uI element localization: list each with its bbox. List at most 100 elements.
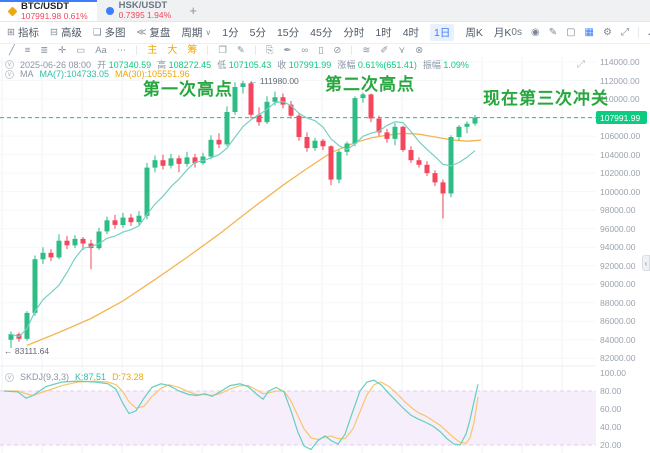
candle-body [384, 132, 390, 139]
image-icon[interactable]: ▦ [584, 27, 594, 38]
collapse-icon[interactable]: ∨ [5, 60, 14, 69]
fullscreen-icon[interactable]: ⤢ [620, 27, 629, 38]
candle-body [72, 238, 78, 246]
draw-tool[interactable]: ≋ [362, 44, 371, 56]
candlestick-chart[interactable]: ← 111980.00 ← 83111.64 [0, 57, 596, 453]
candle-body [288, 104, 294, 116]
draw-tool[interactable]: 大 [167, 44, 178, 56]
candle-body [464, 123, 470, 127]
drawing-toolbar: ╱ ≡ ≣ ✛ ▭ Aa ⋯ 主大筹 ❐ ✎ ⎘ ✒ ∞ ▯ ⊘ ≋ ✐ ⋎ ⊗ [0, 44, 650, 57]
candle-body [344, 143, 350, 152]
chart-area: ← 111980.00 ← 83111.64 114000.00 112000.00… [0, 57, 650, 453]
toolbar-item-复盘[interactable]: ≪ 复盘 [136, 25, 170, 40]
draw-tool[interactable]: ⋯ [116, 44, 127, 56]
candle-body [80, 238, 86, 244]
draw-tool[interactable]: ❐ [218, 44, 227, 56]
period-5分[interactable]: 5分 [249, 27, 266, 39]
axis-resize-handle[interactable]: ‹ [642, 255, 650, 271]
draw-tool[interactable]: ▭ [76, 44, 86, 56]
candle-body [256, 114, 262, 123]
draw-tool[interactable]: ╱ [9, 44, 15, 56]
pencil-icon[interactable]: ✎ [548, 27, 558, 38]
period-周K[interactable]: 周K [465, 27, 483, 39]
draw-tool[interactable]: ∞ [301, 44, 309, 56]
chart-annotation: 第一次高点 [143, 80, 233, 99]
draw-tool[interactable]: ⊗ [415, 44, 424, 56]
high-price-marker: ← 111980.00 [249, 76, 299, 86]
cloud-icon: ☁ [647, 27, 650, 38]
tab-btc-usdt[interactable]: BTC/USDT 107991.98 0.61% [0, 0, 97, 21]
pane-expand-icon[interactable]: ⤢ [577, 59, 585, 70]
camera-icon[interactable]: ◉ [530, 27, 540, 38]
period-4时[interactable]: 4时 [402, 27, 420, 39]
draw-tool[interactable]: ✐ [380, 44, 389, 56]
ma7-line [10, 100, 476, 338]
ohlc-item: 收 107991.99 [277, 60, 332, 70]
indicator-icon: ⊞ [7, 27, 15, 38]
chart-annotation: 第二次高点 [325, 75, 415, 94]
price-axis[interactable]: 114000.00112000.00110000.00108000.001060… [596, 57, 650, 453]
candle-body [424, 164, 430, 174]
period-1时[interactable]: 1时 [375, 27, 392, 39]
period-15分[interactable]: 15分 [276, 27, 300, 39]
kdj-axis-label: 60.00 [600, 404, 622, 414]
tab-hsk-usdt[interactable]: HSK/USDT 0.7395 1.94% [97, 0, 180, 21]
period-月K[interactable]: 月K [493, 27, 512, 39]
low-price-marker: ← 83111.64 [4, 346, 49, 356]
price-axis-label: 110000.00 [600, 94, 640, 104]
frame-icon[interactable]: ▢ [566, 27, 576, 38]
toolbar-item-指标[interactable]: ⊞ 指标 [7, 25, 39, 40]
draw-tool[interactable]: ✎ [236, 44, 245, 56]
candle-body [232, 87, 238, 112]
kdj-value: D:73.28 [112, 372, 144, 382]
collapse-icon[interactable]: ∨ [5, 69, 14, 79]
candle-body [216, 139, 222, 145]
advanced-icon: ⊟ [49, 27, 58, 38]
price-value: 107991.98 [21, 11, 62, 22]
period-1分[interactable]: 1分 [222, 27, 239, 39]
toolbar-item-label: 高级 [60, 27, 82, 39]
draw-tool[interactable]: ⊘ [333, 44, 342, 56]
candle-body [168, 158, 174, 166]
candle-body [120, 217, 126, 225]
price-axis-label: 104000.00 [600, 150, 641, 160]
pair-name: BTC/USDT [21, 1, 70, 13]
draw-tool[interactable]: ✛ [58, 44, 67, 56]
toolbar-item-label: 多图 [104, 27, 126, 39]
toolbar-left: ⊞ 指标 ⊟ 高级 ❏ 多图 ≪ 复盘 周期 ∨ 1分 5分 15分 45分 分时 1时 4时 1日 周K 月K [7, 24, 511, 41]
draw-tool[interactable]: ≣ [40, 44, 49, 56]
draw-tool[interactable]: ✒ [283, 44, 292, 56]
collapse-icon[interactable]: ∨ [5, 372, 14, 382]
draw-tool[interactable]: ▯ [318, 44, 324, 56]
draw-tool[interactable]: 主 [147, 44, 158, 56]
period-menu-label: 周期 [181, 27, 203, 39]
draw-tool[interactable]: 筹 [187, 44, 198, 56]
period-分时[interactable]: 分时 [343, 27, 365, 39]
draw-tool[interactable]: ⎘ [265, 44, 274, 56]
ma-value: MA(30):105551.96 [115, 69, 190, 79]
draw-tool[interactable]: ⋎ [398, 44, 406, 56]
candle-body [104, 220, 110, 232]
pair-name: HSK/USDT [118, 0, 168, 12]
pair-tabbar: BTC/USDT 107991.98 0.61% HSK/USDT 0.7395… [0, 0, 650, 22]
period-45分[interactable]: 45分 [310, 27, 333, 39]
period-1日[interactable]: 1日 [430, 24, 455, 41]
price-axis-label: 88000.00 [600, 298, 636, 308]
toolbar-item-高级[interactable]: ⊟ 高级 [50, 25, 82, 40]
candle-body [360, 94, 366, 99]
ohlc-item: 振幅 1.09% [422, 60, 469, 70]
period-menu[interactable]: 周期 ∨ [181, 25, 211, 40]
candle-body [64, 240, 70, 246]
price-axis-label: 86000.00 [600, 316, 636, 326]
add-pair-button[interactable]: + [189, 3, 197, 18]
kdj-overbought-oversold-band [0, 391, 596, 445]
draw-tool[interactable]: Aa [95, 44, 107, 56]
draw-tool[interactable]: ≡ [24, 44, 31, 56]
kdj-d-line [4, 380, 479, 444]
kdj-axis-label: 100.00 [600, 368, 626, 378]
candle-body [440, 182, 446, 194]
gear-icon[interactable]: ⚙ [603, 27, 612, 38]
candle-body [400, 126, 406, 150]
toolbar-item-多图[interactable]: ❏ 多图 [93, 25, 126, 40]
ohlc-item: 低 107105.43 [217, 60, 272, 70]
